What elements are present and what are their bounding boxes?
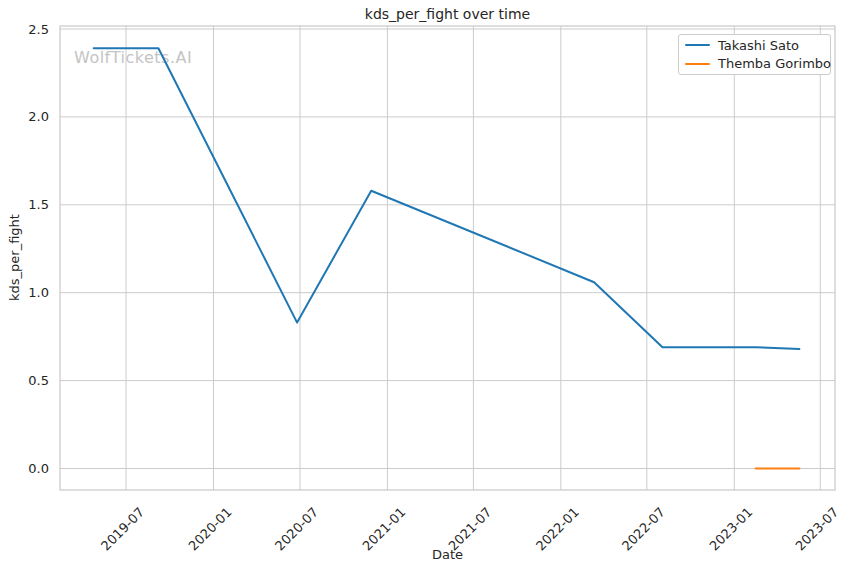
legend-item: Themba Gorimbo [685,55,824,74]
y-tick-label: 2.0 [28,109,49,124]
plot-canvas: 2019-072020-012020-072021-012021-072022-… [0,0,852,575]
y-axis-label: kds_per_fight [7,198,24,318]
legend-label: Takashi Sato [718,38,799,53]
y-tick-label: 1.5 [28,197,49,212]
legend-line-swatch [685,63,710,65]
y-tick-label: 1.0 [28,285,49,300]
y-tick-label: 2.5 [28,22,49,37]
x-axis-label: Date [60,547,835,562]
chart-figure: WolfTickets.AI 2019-072020-012020-072021… [0,0,852,575]
legend-item: Takashi Sato [685,36,824,55]
legend-line-swatch [685,44,710,46]
axes-border [60,26,835,490]
legend: Takashi Sato Themba Gorimbo [678,34,831,75]
legend-label: Themba Gorimbo [718,56,831,71]
y-tick-label: 0.0 [28,461,49,476]
chart-title: kds_per_fight over time [60,6,835,22]
y-tick-label: 0.5 [28,373,49,388]
series-line-1 [94,48,800,349]
